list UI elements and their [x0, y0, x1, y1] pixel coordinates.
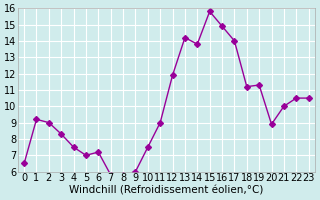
X-axis label: Windchill (Refroidissement éolien,°C): Windchill (Refroidissement éolien,°C) — [69, 186, 264, 196]
